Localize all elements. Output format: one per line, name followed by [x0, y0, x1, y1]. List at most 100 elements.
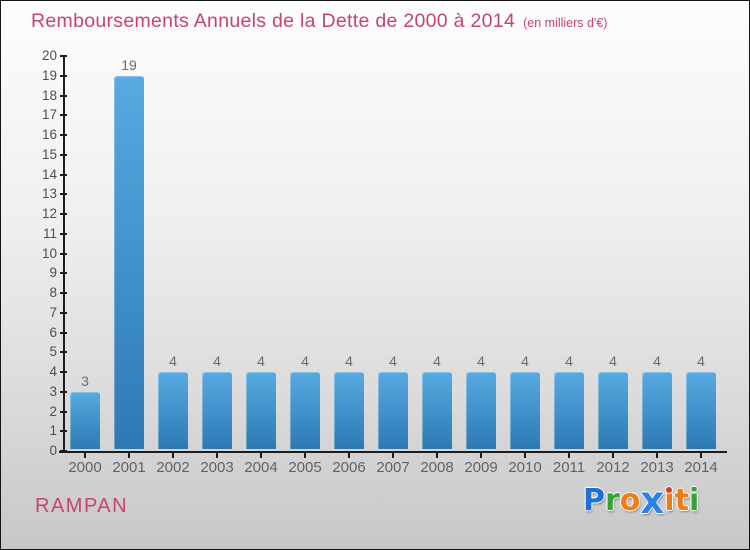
x-tick-label: 2006 [332, 459, 366, 476]
bar [598, 372, 628, 449]
x-tick-label: 2014 [684, 459, 718, 476]
logo-letter: x [640, 479, 665, 522]
y-axis-tick [60, 173, 67, 176]
bar-value-label: 4 [301, 353, 309, 369]
x-axis-tick [568, 453, 570, 458]
x-tick-label: 2012 [596, 459, 630, 476]
x-tick-label: 2010 [508, 459, 542, 476]
bar [334, 372, 364, 449]
y-tick-label: 13 [41, 186, 57, 202]
y-tick-label: 4 [49, 364, 57, 379]
y-tick-label: 3 [49, 383, 57, 399]
y-axis-tick [60, 272, 67, 275]
logo-letter: o [619, 483, 641, 518]
x-axis-tick [524, 453, 526, 458]
bar-chart: 0 1 2 3 4 5 6 7 8 9 10 11 12 13 14 15 16 17 18 19 20 3 2000 19 2… [42, 48, 727, 476]
logo-letter: t [674, 483, 689, 518]
bar [554, 372, 584, 449]
y-tick-label: 14 [41, 166, 57, 182]
x-axis-tick [348, 453, 350, 458]
x-tick-label: 2009 [464, 459, 498, 476]
x-tick-label: 2003 [200, 459, 234, 476]
bar-value-label: 4 [433, 353, 441, 369]
y-axis-tick [60, 55, 67, 57]
bar [114, 75, 144, 449]
bar [378, 372, 408, 449]
x-axis-tick [84, 453, 86, 458]
bar-value-label: 4 [389, 353, 397, 369]
y-axis-tick [60, 74, 67, 77]
x-tick-label: 2008 [420, 459, 454, 476]
bar-value-label: 4 [521, 353, 529, 369]
y-axis-tick [60, 153, 67, 156]
y-tick-label: 0 [49, 443, 57, 458]
bar-value-label: 3 [81, 372, 89, 389]
x-tick-label: 2007 [376, 459, 410, 476]
logo-letter: i [688, 483, 700, 518]
x-tick-label: 2005 [288, 459, 322, 476]
x-axis-tick [656, 453, 658, 458]
logo-letter: r [605, 483, 620, 518]
x-axis-tick [172, 453, 174, 458]
bar [422, 372, 452, 449]
page-title: Remboursements Annuels de la Dette de 20… [31, 10, 516, 32]
x-tick-label: 2002 [156, 459, 190, 476]
bar [246, 372, 276, 449]
x-axis-tick [260, 453, 262, 458]
y-axis [63, 56, 65, 453]
y-axis-tick [60, 213, 67, 215]
y-tick-label: 8 [49, 285, 57, 300]
x-axis-tick [700, 453, 702, 458]
y-axis-tick [60, 232, 67, 235]
y-tick-label: 7 [49, 304, 57, 320]
bar-value-label: 4 [169, 353, 177, 369]
bar-value-label: 4 [653, 353, 661, 369]
y-axis-tick [60, 430, 67, 433]
y-tick-label: 6 [49, 324, 57, 340]
x-tick-label: 2011 [552, 459, 586, 476]
y-tick-label: 16 [41, 127, 57, 142]
chart-header: Remboursements Annuels de la Dette de 20… [31, 10, 607, 33]
y-tick-label: 9 [49, 265, 57, 281]
x-axis-tick [392, 453, 394, 458]
y-axis-tick [60, 193, 67, 196]
bar [202, 372, 232, 449]
y-tick-label: 10 [41, 245, 57, 261]
bar-value-label: 4 [697, 353, 705, 369]
y-axis-tick [60, 134, 67, 136]
y-axis-tick [60, 311, 67, 314]
x-axis-tick [216, 453, 218, 458]
bar-value-label: 4 [477, 353, 485, 369]
logo-letter: ı [664, 483, 675, 518]
y-axis-tick [60, 351, 67, 354]
y-tick-label: 19 [41, 67, 57, 83]
y-axis-tick [60, 371, 67, 373]
y-tick-label: 1 [49, 423, 57, 439]
x-tick-label: 2001 [112, 459, 146, 476]
bar [510, 372, 540, 449]
x-axis-tick [128, 453, 130, 458]
y-tick-label: 18 [41, 87, 57, 103]
bar-value-label: 4 [609, 353, 617, 369]
x-axis-tick [612, 453, 614, 458]
proxiti-logo[interactable]: Proxı ti [583, 479, 700, 522]
x-tick-label: 2000 [68, 459, 102, 476]
bar [642, 372, 672, 449]
organization-name: RAMPAN [35, 495, 129, 517]
x-axis-tick [304, 453, 306, 458]
bar [158, 372, 188, 449]
logo-letter: P [583, 483, 605, 518]
page-subtitle: (en milliers d'€) [523, 16, 608, 30]
y-tick-label: 11 [42, 225, 57, 241]
bar [70, 391, 100, 449]
bar [290, 372, 320, 449]
y-tick-label: 2 [49, 403, 57, 419]
bar-value-label: 4 [257, 353, 265, 369]
bar-value-label: 4 [565, 353, 573, 369]
y-tick-label: 15 [41, 146, 57, 162]
y-axis-tick [60, 252, 67, 255]
y-tick-label: 17 [41, 107, 57, 123]
y-axis-tick [60, 114, 67, 117]
y-axis-tick [60, 410, 67, 413]
x-tick-label: 2004 [244, 459, 278, 476]
